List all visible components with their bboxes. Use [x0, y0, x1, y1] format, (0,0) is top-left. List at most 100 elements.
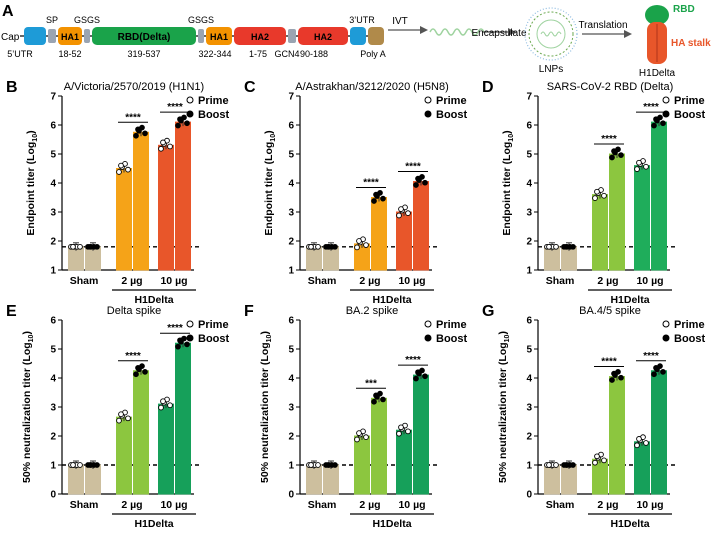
- x-group-label: H1Delta: [134, 518, 173, 530]
- x-group-label: H1Delta: [610, 294, 649, 306]
- data-point-boost: [135, 364, 141, 371]
- data-point-boost: [133, 371, 139, 378]
- panel-letter-d: D: [482, 79, 494, 96]
- data-point-prime: [308, 462, 314, 468]
- y-axis-label-main: 50% neutralization titer (Log: [259, 342, 271, 483]
- legend-boost-marker: [662, 110, 670, 118]
- y-tick-label: 5: [526, 150, 532, 161]
- bar-prime-1: [592, 194, 608, 271]
- data-point-boost: [373, 191, 379, 198]
- y-axis-label-sub: 10: [32, 134, 39, 142]
- bar-prime-1: [116, 168, 132, 271]
- encapsulate-arrowhead: [508, 28, 516, 36]
- y-tick-label: 5: [50, 345, 56, 356]
- chart-panel-e: E Delta spike 50% neutralization titer (Lo…: [6, 303, 230, 530]
- bar-boost-1: [609, 153, 625, 271]
- translation-label: Translation: [578, 20, 627, 31]
- data-point-boost: [373, 392, 379, 399]
- data-point-prime: [315, 243, 321, 250]
- legend-prime-marker: [662, 96, 670, 104]
- bar-prime-2: [158, 144, 174, 271]
- panel-a: A Cap HA1 RBD(Delta) HA1 HA2 HA2 SP GSGS…: [1, 3, 711, 79]
- bar-boost-2: [175, 342, 191, 495]
- data-point-boost: [563, 462, 569, 468]
- data-point-prime: [594, 188, 600, 195]
- legend-prime-marker: [186, 96, 194, 104]
- data-point-boost: [609, 154, 615, 161]
- data-point-boost: [413, 182, 419, 188]
- y-tick-label: 3: [288, 208, 294, 219]
- sp-linker-segment: [48, 29, 56, 43]
- bar-prime-2: [396, 211, 412, 271]
- chart-panel-c: C A/Astrakhan/3212/2020 (H5N8) Endpoint ti…: [244, 79, 468, 306]
- y-tick-label: 4: [50, 179, 56, 190]
- gcn-label: GCN4: [274, 49, 299, 59]
- y-axis-label-end: ): [21, 331, 33, 335]
- panel-letter-f: F: [244, 303, 254, 320]
- y-axis-label-sub: 10: [508, 134, 515, 142]
- y-tick-label: 1: [526, 461, 532, 472]
- y-tick-label: 1: [288, 266, 294, 277]
- data-point-boost: [332, 462, 338, 468]
- y-tick-label: 0: [50, 490, 56, 501]
- data-point-prime: [405, 428, 411, 435]
- x-tick-label: 10 µg: [636, 499, 663, 511]
- y-axis-label-end: ): [501, 130, 513, 134]
- significance-label: ****: [601, 357, 617, 368]
- ha2-a-segment: [234, 27, 286, 45]
- y-tick-label: 5: [288, 345, 294, 356]
- y-axis-label: 50% neutralization titer (Log10): [21, 331, 35, 483]
- data-point-prime: [70, 243, 76, 250]
- data-point-boost: [660, 120, 666, 127]
- legend-boost-label: Boost: [436, 109, 468, 121]
- data-point-boost: [570, 462, 576, 468]
- x-tick-label: Sham: [70, 275, 99, 287]
- bar-boost-1: [133, 370, 149, 495]
- y-axis-label-sub: 10: [270, 134, 277, 142]
- panel-letter-c: C: [244, 79, 256, 96]
- bar-boost-2: [651, 370, 667, 495]
- data-point-prime: [363, 242, 369, 248]
- bar-boost-1: [371, 197, 387, 271]
- data-point-prime: [308, 243, 314, 250]
- data-point-prime: [116, 417, 122, 424]
- chart-title: A/Astrakhan/3212/2020 (H5N8): [295, 81, 448, 93]
- bar-prime-0: [68, 464, 84, 495]
- data-point-prime: [70, 462, 76, 468]
- significance-label: ****: [125, 112, 141, 123]
- legend-boost-label: Boost: [198, 109, 230, 121]
- data-point-boost: [94, 462, 100, 468]
- bar-boost-2: [413, 374, 429, 495]
- chart-panel-f: F BA.2 spike 50% neutralization titer (Log…: [244, 303, 468, 530]
- legend-boost-label: Boost: [198, 333, 230, 345]
- panel-letter-g: G: [482, 303, 494, 320]
- legend-prime-marker: [662, 320, 670, 328]
- gsgs-linker-1: [84, 29, 90, 43]
- ha1-left-range: 18-52: [58, 49, 81, 59]
- data-point-boost: [380, 396, 386, 403]
- y-axis-label-end: ): [497, 331, 509, 335]
- data-point-boost: [660, 369, 666, 375]
- bar-boost-0: [561, 464, 577, 495]
- data-point-boost: [133, 132, 139, 139]
- data-point-prime: [396, 430, 402, 437]
- ha-stalk-callout: HA stalk: [671, 38, 711, 49]
- significance-label: ****: [643, 102, 659, 113]
- ha2-b-segment: [298, 27, 348, 45]
- legend-prime-label: Prime: [674, 95, 705, 107]
- legend-prime-label: Prime: [436, 95, 467, 107]
- y-tick-label: 3: [526, 403, 532, 414]
- bar-boost-1: [609, 376, 625, 495]
- significance-label: ****: [125, 351, 141, 362]
- legend-prime-label: Prime: [674, 319, 705, 331]
- y-tick-label: 3: [50, 403, 56, 414]
- rbd-callout: RBD: [673, 4, 695, 15]
- ha2-a-range: 1-75: [249, 49, 267, 59]
- y-tick-label: 0: [288, 490, 294, 501]
- legend-prime-label: Prime: [198, 319, 229, 331]
- y-tick-label: 6: [526, 316, 532, 327]
- h1delta-label: H1Delta: [639, 68, 676, 79]
- data-point-prime: [396, 212, 402, 219]
- data-point-prime: [546, 462, 552, 468]
- bar-prime-1: [116, 416, 132, 495]
